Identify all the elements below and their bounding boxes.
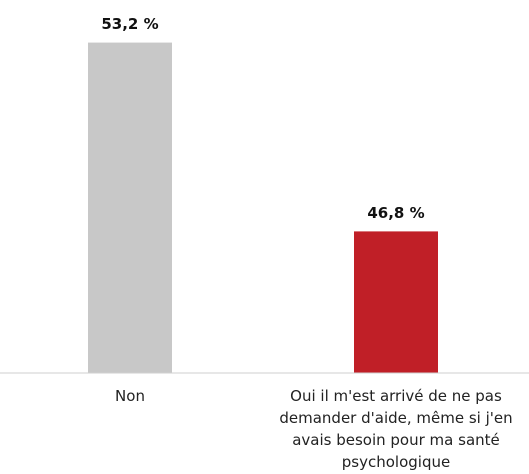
x-tick-label: Non <box>115 387 145 405</box>
x-tick-label: Oui il m'est arrivé de ne pas demander d… <box>279 387 513 471</box>
value-label: 53,2 % <box>101 15 158 33</box>
bar <box>88 42 172 373</box>
value-label: 46,8 % <box>367 204 424 222</box>
bar <box>354 231 438 373</box>
